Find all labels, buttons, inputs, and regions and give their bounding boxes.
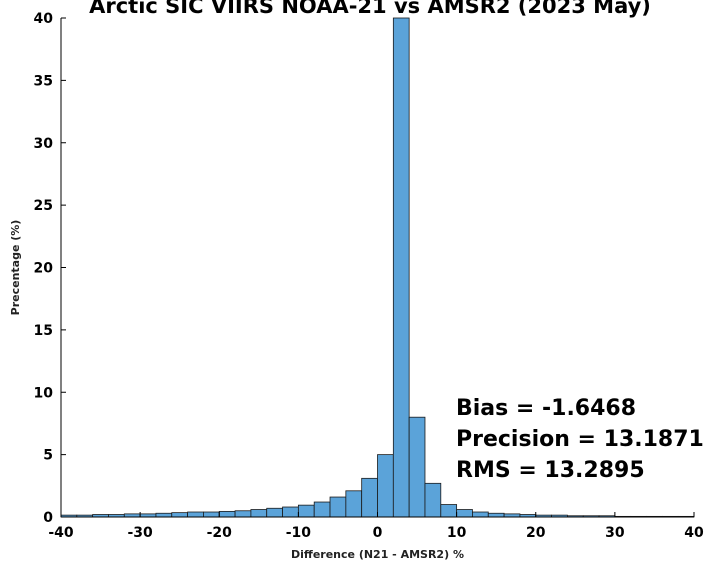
y-axis-label: Precentage (%) — [9, 220, 22, 316]
chart-title: Arctic SIC VIIRS NOAA-21 vs AMSR2 (2023 … — [89, 0, 651, 18]
precision-annotation: Precision = 13.1871 — [456, 427, 704, 452]
histogram-bar — [282, 506, 299, 518]
y-tick-label: 35 — [34, 73, 53, 89]
histogram-bar — [456, 509, 473, 518]
histogram-bar — [472, 511, 489, 518]
y-tick-label: 25 — [34, 198, 53, 214]
histogram-bar — [203, 511, 220, 518]
histogram-bar — [487, 512, 505, 518]
y-tick-label: 15 — [34, 323, 53, 339]
x-tick-label: 40 — [684, 525, 704, 541]
x-tick-label: 10 — [447, 525, 467, 541]
rms-annotation: RMS = 13.2895 — [456, 458, 645, 483]
histogram-bar — [424, 482, 442, 518]
y-tick-label: 0 — [43, 510, 53, 526]
x-tick-label: 20 — [526, 525, 546, 541]
x-tick-label: -40 — [48, 525, 74, 541]
y-tick-label: 5 — [43, 448, 53, 464]
histogram-bar — [218, 510, 236, 518]
histogram-bar — [408, 416, 426, 518]
histogram-bar — [297, 504, 315, 518]
bias-annotation: Bias = -1.6468 — [456, 396, 636, 421]
histogram-bar — [392, 17, 410, 518]
x-tick-label: 0 — [373, 525, 383, 541]
histogram-bar — [250, 509, 268, 518]
histogram-bar — [171, 512, 188, 518]
y-tick-label: 10 — [34, 385, 54, 401]
x-tick-label: -30 — [127, 525, 153, 541]
x-tick-label: -10 — [286, 525, 312, 541]
y-ticks: 0 5 10 15 20 25 30 35 40 — [34, 11, 66, 526]
x-tick-label: -20 — [207, 525, 233, 541]
y-tick-label: 30 — [34, 136, 54, 152]
histogram-bar — [361, 477, 378, 518]
histogram-bar — [377, 454, 394, 518]
bar-group — [60, 17, 695, 518]
x-tick-label: 30 — [605, 525, 625, 541]
y-tick-label: 20 — [34, 261, 54, 277]
histogram-bar — [345, 490, 363, 518]
histogram-bar — [187, 511, 204, 518]
histogram-bar — [313, 501, 331, 518]
histogram-bar — [440, 504, 458, 518]
histogram-bar — [329, 496, 347, 518]
x-axis-label: Difference (N21 - AMSR2) % — [291, 548, 464, 561]
x-ticks: -40 -30 -20 -10 0 10 20 30 40 — [48, 512, 704, 541]
histogram-bar — [234, 510, 252, 518]
y-tick-label: 40 — [34, 11, 54, 27]
histogram-bar — [155, 512, 173, 518]
histogram-bar — [266, 507, 283, 518]
